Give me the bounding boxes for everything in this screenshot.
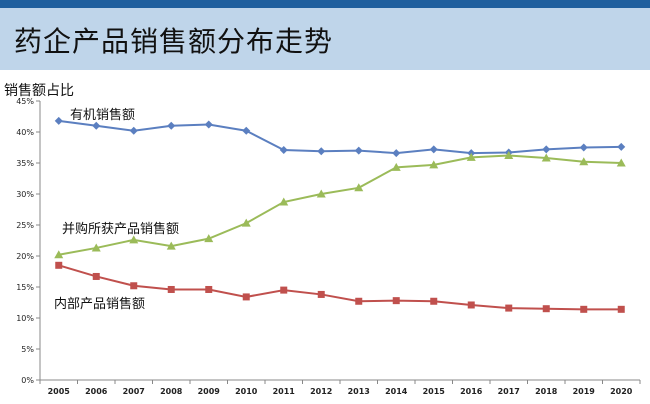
y-tick-label: 20% <box>16 252 34 261</box>
page-title: 药企产品销售额分布走势 <box>14 25 334 58</box>
data-point <box>542 145 551 154</box>
x-tick-label: 2015 <box>423 387 446 396</box>
data-point <box>55 261 63 269</box>
x-tick-label: 2014 <box>385 387 408 396</box>
x-tick-label: 2019 <box>573 387 596 396</box>
data-point <box>167 285 175 293</box>
data-point <box>354 183 364 192</box>
y-tick-label: 0% <box>21 376 34 385</box>
data-point <box>429 145 438 154</box>
data-point <box>504 151 514 160</box>
data-point <box>392 149 401 158</box>
series-line-3 <box>58 264 622 311</box>
x-tick-label: 2018 <box>535 387 558 396</box>
y-tick-label: 5% <box>21 345 34 354</box>
data-point <box>505 304 513 312</box>
data-point <box>54 116 63 125</box>
x-tick-label: 2016 <box>460 387 483 396</box>
x-tick-label: 2008 <box>160 387 183 396</box>
data-point <box>204 234 214 243</box>
data-point <box>467 301 475 309</box>
y-tick-label: 25% <box>16 221 34 230</box>
series-line-1 <box>58 119 622 155</box>
data-point <box>167 121 176 130</box>
x-tick-label: 2017 <box>498 387 520 396</box>
data-point <box>616 158 626 167</box>
data-point <box>130 282 138 290</box>
x-tick-label: 2011 <box>273 387 296 396</box>
data-point <box>92 121 101 130</box>
data-point <box>317 290 325 298</box>
x-tick-label: 2009 <box>198 387 221 396</box>
y-tick-label: 15% <box>16 283 34 292</box>
y-tick-label: 30% <box>16 190 34 199</box>
data-point <box>430 297 438 305</box>
data-point <box>91 243 101 252</box>
y-tick-label: 35% <box>16 159 34 168</box>
title-band <box>0 0 650 70</box>
x-tick-label: 2013 <box>348 387 370 396</box>
data-point <box>466 152 476 161</box>
data-point <box>129 235 139 244</box>
data-point <box>429 160 439 169</box>
data-point <box>617 142 626 151</box>
data-point <box>355 297 363 305</box>
title-accent-bar <box>0 0 650 8</box>
x-tick-label: 2005 <box>48 387 71 396</box>
series-label-1: 有机销售额 <box>70 107 135 123</box>
data-point <box>317 147 326 156</box>
series-label-3: 内部产品销售额 <box>54 296 145 312</box>
data-point <box>92 272 100 280</box>
data-point <box>392 297 400 305</box>
data-point <box>541 153 551 162</box>
data-point <box>280 286 288 294</box>
data-point <box>54 250 64 259</box>
data-point <box>579 143 588 152</box>
y-tick-label: 45% <box>16 97 34 106</box>
data-point <box>580 305 588 313</box>
x-tick-label: 2007 <box>123 387 145 396</box>
x-tick-label: 2010 <box>235 387 258 396</box>
data-point <box>242 126 251 135</box>
y-axis-title: 销售额占比 <box>4 83 74 99</box>
data-point <box>391 162 401 171</box>
series-line-2 <box>58 154 622 256</box>
data-point <box>542 305 550 313</box>
data-point <box>617 305 625 313</box>
y-tick-label: 40% <box>16 128 34 137</box>
x-tick-label: 2012 <box>310 387 332 396</box>
data-point <box>166 241 176 250</box>
data-point <box>205 285 213 293</box>
x-tick-label: 2006 <box>85 387 108 396</box>
data-point <box>579 157 589 166</box>
data-point <box>242 293 250 301</box>
data-point <box>279 197 289 206</box>
series-label-2: 并购所获产品销售额 <box>62 221 179 237</box>
data-point <box>241 218 251 227</box>
y-tick-label: 10% <box>16 314 34 323</box>
data-point <box>316 189 326 198</box>
data-point <box>204 120 213 129</box>
data-point <box>354 146 363 155</box>
data-point <box>279 145 288 154</box>
data-point <box>129 126 138 135</box>
x-tick-label: 2020 <box>610 387 633 396</box>
